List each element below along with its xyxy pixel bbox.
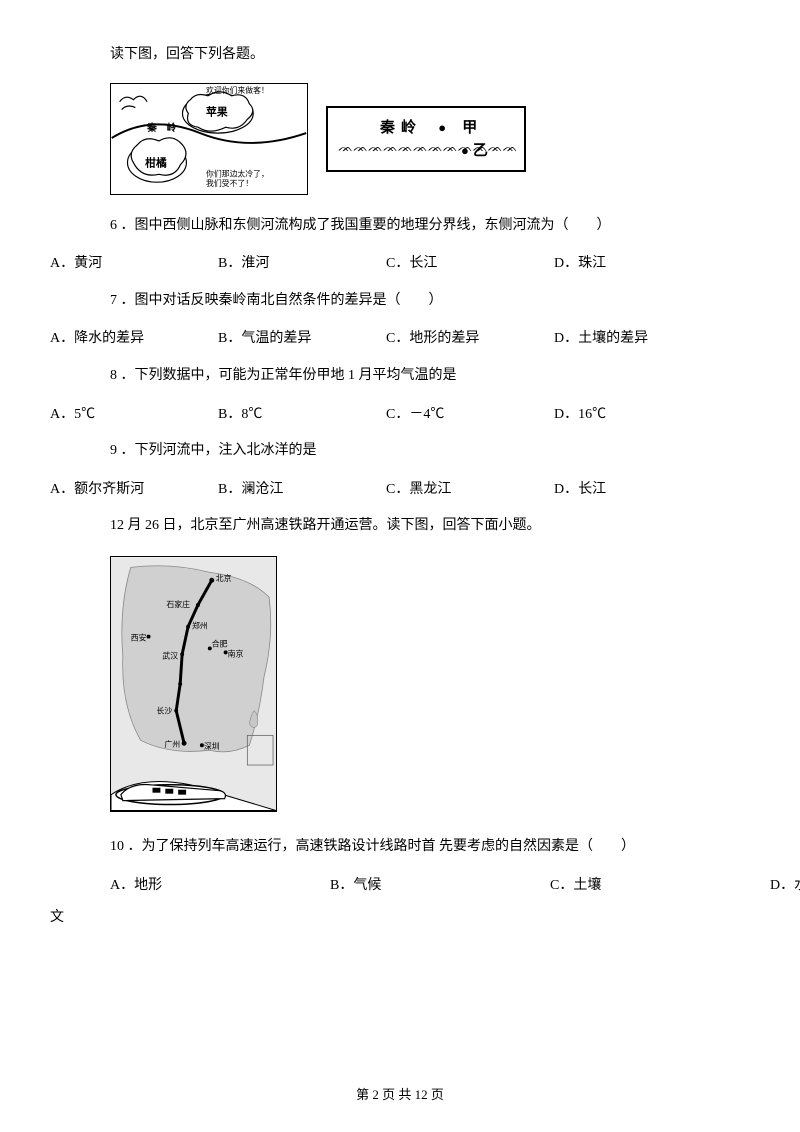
question-6: 6 ．图中西侧山脉和东侧河流构成了我国重要的地理分界线，东侧河流为（ ） [110, 213, 750, 240]
box-jia-label: 甲 [462, 119, 483, 136]
q6-option-a: A．黄河 [50, 251, 218, 278]
figure-qinling-box: 秦岭 ● 甲 ᨏᨏᨏᨏᨏᨏᨏᨏᨏᨏᨏᨏ ● 乙 [326, 106, 526, 172]
dot-icon-2: ● [461, 143, 469, 158]
q10-option-a: A．地形 [110, 873, 330, 900]
citrus-label: 柑橘 [145, 155, 167, 169]
q9-option-c: C．黑龙江 [386, 477, 554, 504]
qinling-mtn-label: 秦 岭 [146, 121, 177, 134]
map-wh: 武汉 [162, 650, 178, 660]
options-7: A．降水的差异 B．气温的差异 C．地形的差异 D．土壤的差异 [50, 326, 750, 353]
box-qinling-label: 秦岭 [380, 119, 422, 136]
q8-option-d: D．16℃ [554, 402, 606, 429]
map-sjz: 石家庄 [166, 599, 190, 609]
mountain-icons: ᨏᨏᨏᨏᨏᨏᨏᨏᨏᨏᨏᨏ [338, 136, 517, 159]
q6-option-c: C．长江 [386, 251, 554, 278]
figure-row-1: 欢迎你们来做客！ 苹果 秦 岭 柑橘 你们那边太冷了， 我们受不了！ 秦岭 ● … [110, 83, 750, 195]
q10-option-c: C．土壤 [550, 873, 770, 900]
map-nj: 南京 [228, 648, 244, 658]
map-zz: 郑州 [192, 621, 208, 631]
options-6: A．黄河 B．淮河 C．长江 D．珠江 [50, 251, 750, 278]
options-10: A．地形 B．气候 C．土壤 D．水 [110, 873, 750, 900]
map-cs: 长沙 [156, 706, 172, 716]
map-sz: 深圳 [204, 741, 220, 751]
q8-option-b: B．8℃ [218, 402, 386, 429]
q9-option-d: D．长江 [554, 477, 606, 504]
question-8: 8 ．下列数据中，可能为正常年份甲地 1 月平均气温的是 [110, 363, 750, 390]
cold-text-2: 我们受不了！ [206, 178, 253, 188]
question-7: 7 ．图中对话反映秦岭南北自然条件的差异是（ ） [110, 288, 750, 315]
map-gz: 广州 [164, 739, 180, 749]
map-beijing: 北京 [216, 573, 232, 583]
q9-option-b: B．澜沧江 [218, 477, 386, 504]
welcome-label: 欢迎你们来做客！ [206, 84, 269, 94]
q7-option-b: B．气温的差异 [218, 326, 386, 353]
q8-option-a: A．5℃ [50, 402, 218, 429]
q9-option-a: A．额尔齐斯河 [50, 477, 218, 504]
options-9: A．额尔齐斯河 B．澜沧江 C．黑龙江 D．长江 [50, 477, 750, 504]
q10-option-d-cont: 文 [50, 905, 750, 932]
q10-option-b: B．气候 [330, 873, 550, 900]
q7-option-a: A．降水的差异 [50, 326, 218, 353]
intro-2: 12 月 26 日，北京至广州高速铁路开通运营。读下图，回答下面小题。 [110, 513, 750, 540]
figure-qinling-cartoon: 欢迎你们来做客！ 苹果 秦 岭 柑橘 你们那边太冷了， 我们受不了！ [110, 83, 308, 195]
question-9: 9 ．下列河流中，注入北冰洋的是 [110, 438, 750, 465]
options-8: A．5℃ B．8℃ C．－4℃ D．16℃ [50, 402, 750, 429]
q6-option-d: D．珠江 [554, 251, 606, 278]
cold-text-1: 你们那边太冷了， [206, 168, 269, 178]
q6-option-b: B．淮河 [218, 251, 386, 278]
map-hf: 合肥 [212, 638, 228, 648]
box-yi-label: 乙 [473, 142, 488, 159]
dot-icon: ● [438, 120, 452, 135]
map-xa: 西安 [131, 632, 147, 642]
q10-option-d: D．水 [770, 873, 800, 900]
intro-1: 读下图，回答下列各题。 [110, 42, 750, 69]
figure-china-map: 北京 石家庄 郑州 西安 合肥 南京 武汉 长沙 广州 深圳 [110, 556, 277, 812]
q8-option-c: C．－4℃ [386, 402, 554, 429]
page-footer: 第 2 页 共 12 页 [0, 1083, 800, 1108]
apple-label: 苹果 [206, 104, 228, 118]
q7-option-c: C．地形的差异 [386, 326, 554, 353]
q7-option-d: D．土壤的差异 [554, 326, 648, 353]
question-10: 10 ．为了保持列车高速运行，高速铁路设计线路时首 先要考虑的自然因素是（ ） [110, 834, 750, 861]
